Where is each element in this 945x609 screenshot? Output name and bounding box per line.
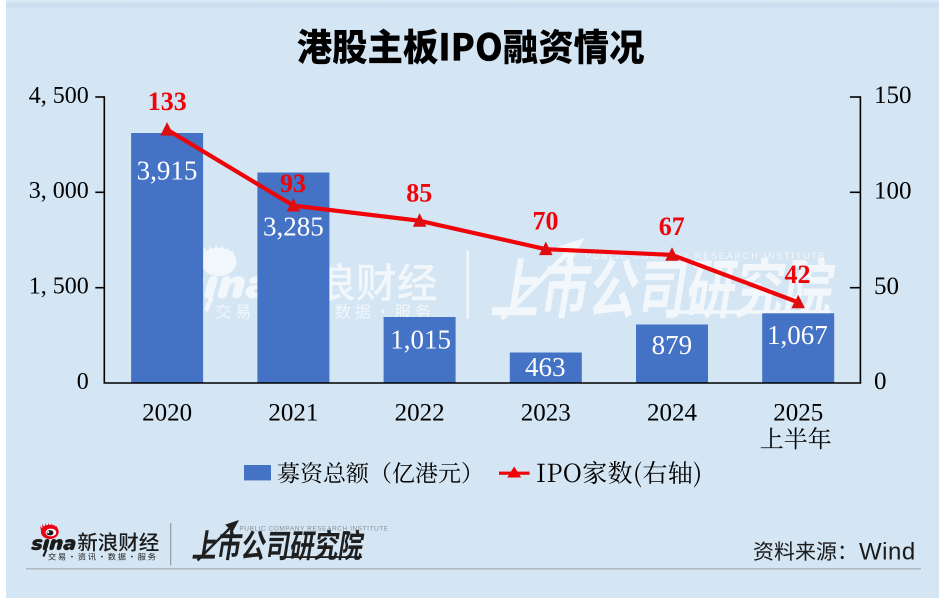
svg-text:Wind: Wind [859,539,916,566]
svg-text:67: 67 [659,212,685,241]
svg-text:0: 0 [77,369,89,395]
svg-text:PUBLIC COMPANY RESEARCH INSTIT: PUBLIC COMPANY RESEARCH INSTITUTE [585,251,826,261]
svg-text:3, 000: 3, 000 [29,178,89,204]
svg-text:1, 500: 1, 500 [29,274,89,300]
svg-text:2024: 2024 [647,400,698,427]
svg-text:133: 133 [148,87,187,116]
svg-text:2021: 2021 [268,400,318,427]
svg-text:PUBLIC COMPANY RESEARCH INSTIT: PUBLIC COMPANY RESEARCH INSTITUTE [239,526,388,533]
svg-text:50: 50 [874,273,899,300]
svg-text:463: 463 [525,352,566,382]
svg-text:42: 42 [785,260,811,289]
svg-text:3,285: 3,285 [263,211,324,241]
svg-text:2022: 2022 [395,400,445,427]
svg-text:3,915: 3,915 [137,155,198,185]
svg-text:1,067: 1,067 [767,320,828,350]
svg-text:93: 93 [280,169,306,198]
svg-text:879: 879 [652,330,693,360]
svg-text:2023: 2023 [521,400,571,427]
svg-text:4, 500: 4, 500 [29,83,89,109]
svg-text:2025: 2025 [773,400,823,427]
svg-text:100: 100 [874,178,912,205]
svg-text:70: 70 [533,207,559,236]
svg-text:85: 85 [406,178,432,207]
svg-text:2020: 2020 [142,400,192,427]
svg-text:0: 0 [874,368,887,395]
svg-text:150: 150 [874,82,912,109]
svg-text:1,015: 1,015 [390,324,451,354]
